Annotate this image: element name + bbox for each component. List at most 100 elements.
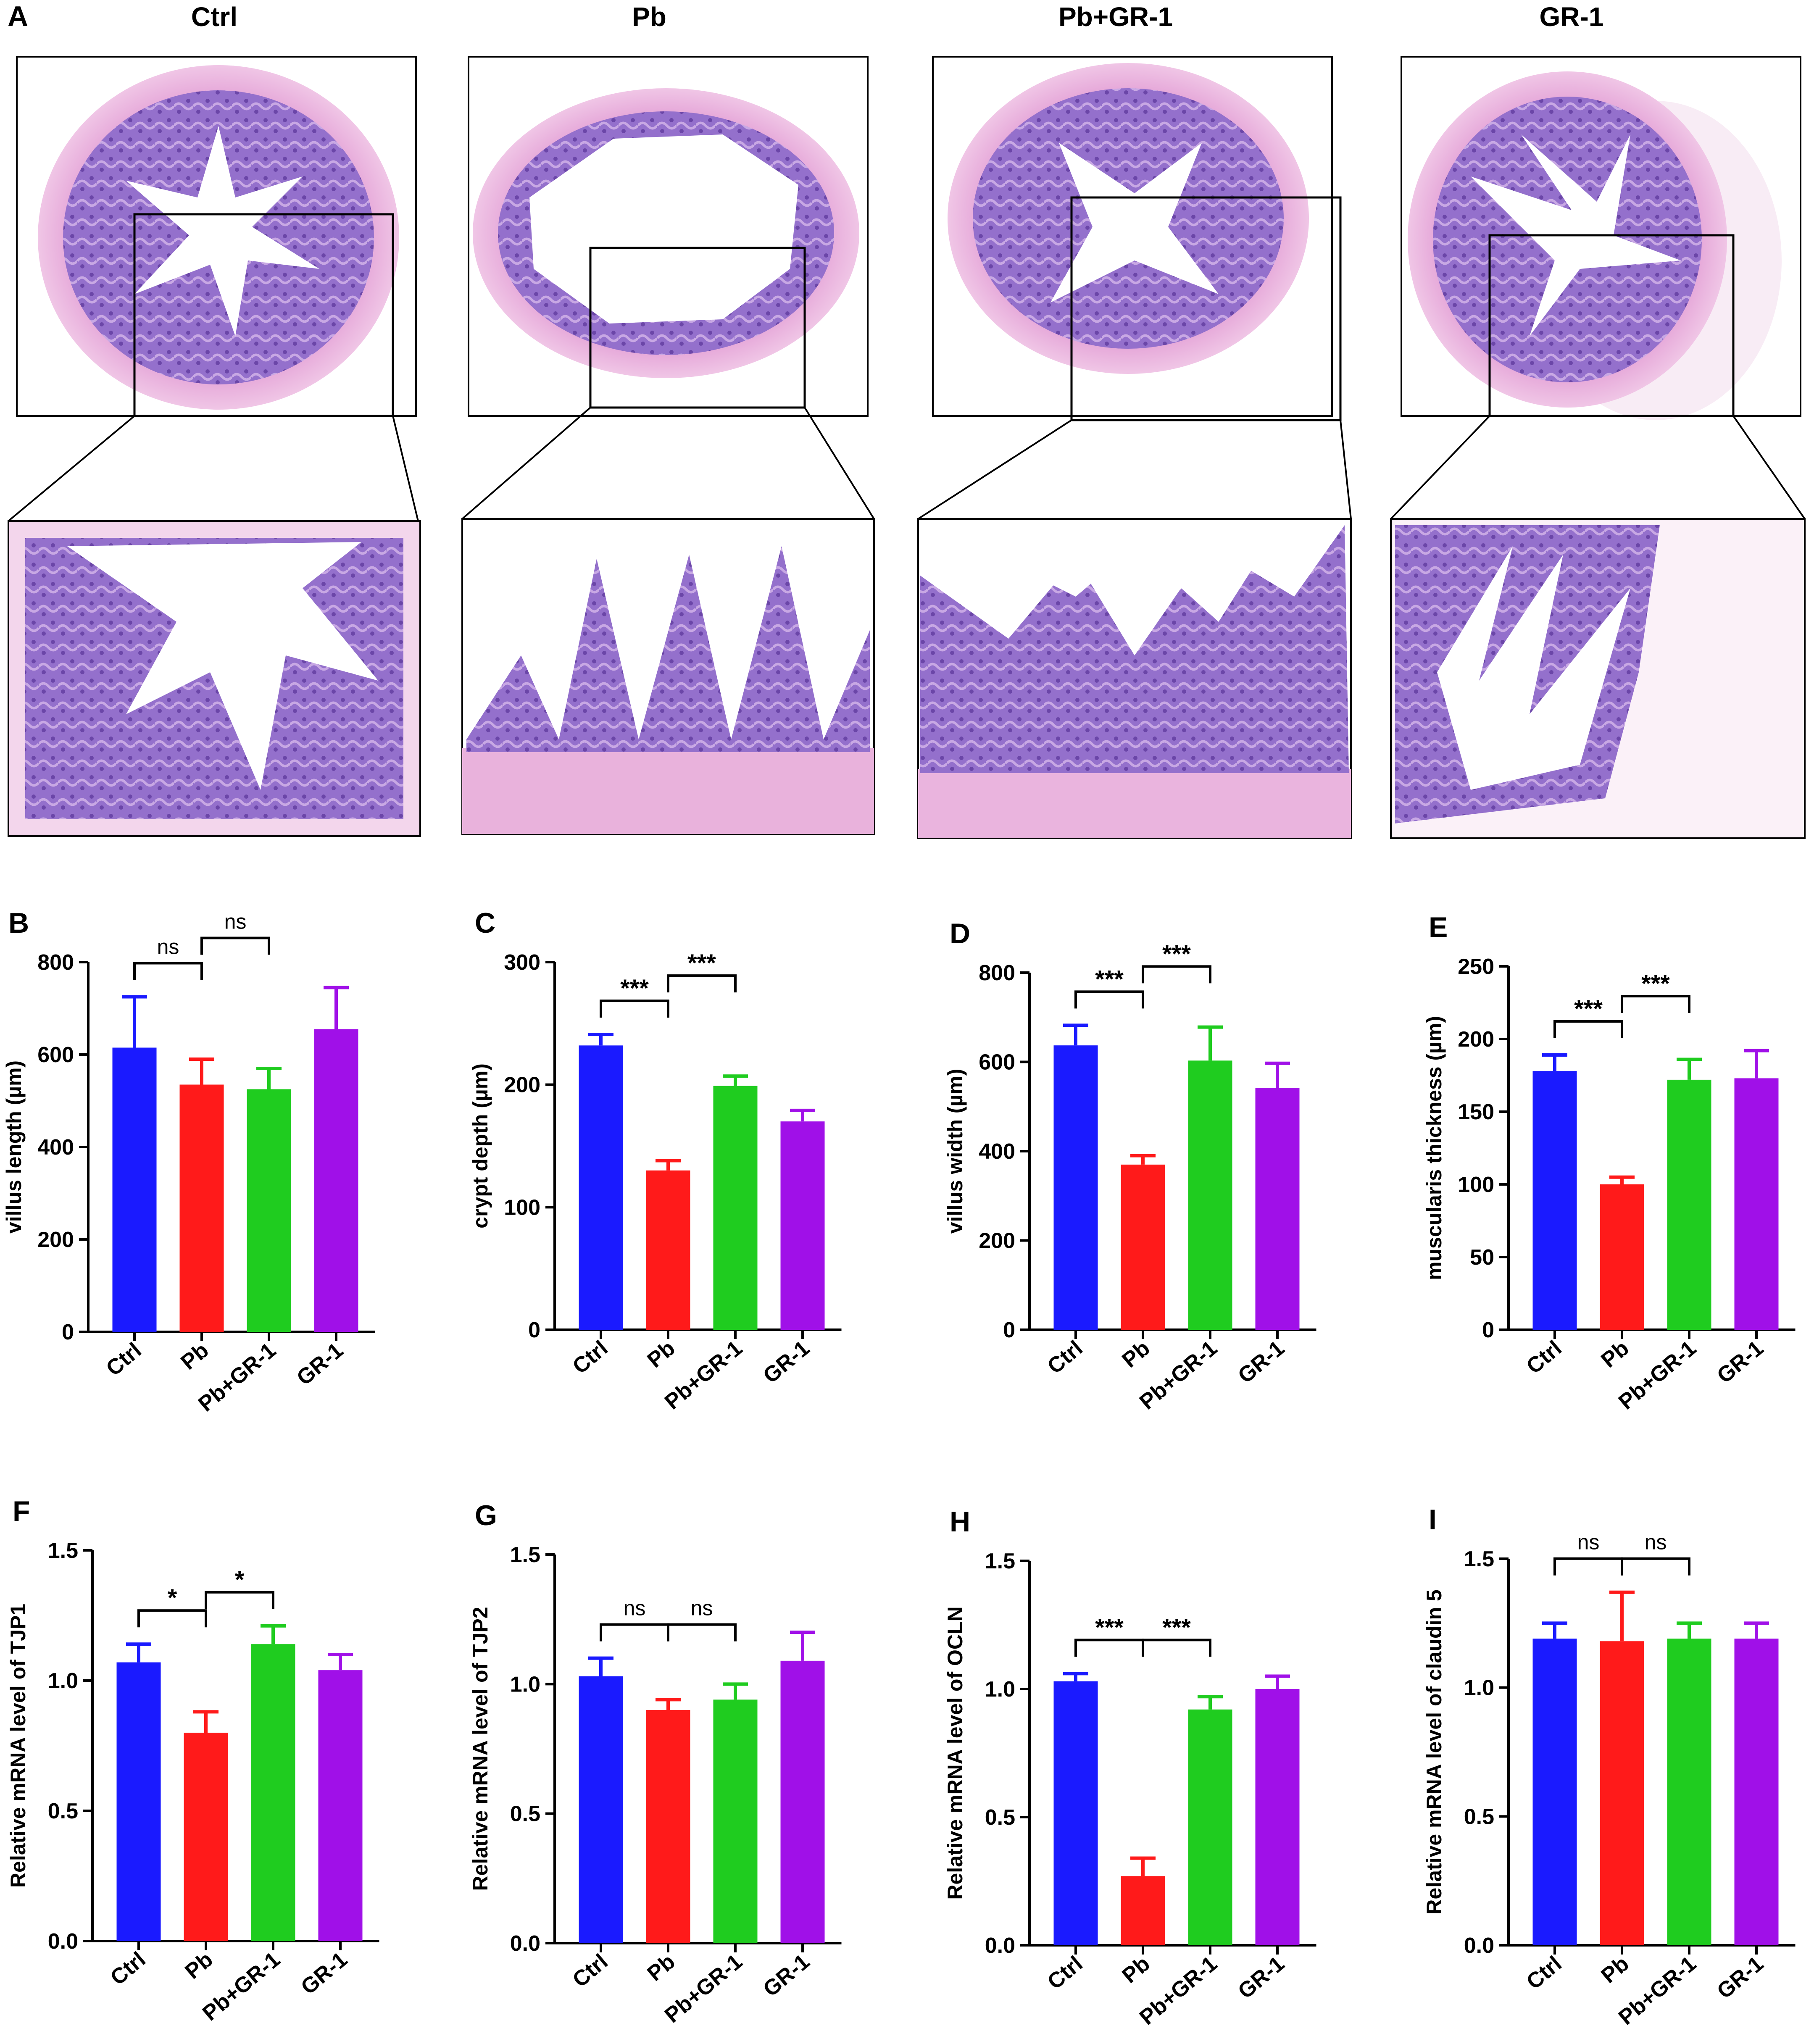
histology-title-ctrl: Ctrl (191, 2, 237, 32)
category-label-d-3: GR-1 (1233, 1336, 1289, 1388)
y-tick-label-f: 1.0 (48, 1669, 78, 1693)
bar-e-1 (1600, 1184, 1644, 1330)
chart-panel-e: E 0 50 100 150 200 250 muscularis thickness (µm… (1422, 911, 1796, 1414)
y-tick-label-d: 400 (979, 1139, 1015, 1164)
bar-b-3 (314, 1029, 358, 1332)
category-label-i-3: GR-1 (1712, 1952, 1768, 2004)
category-label-e-0: Ctrl (1522, 1336, 1567, 1379)
histology-zoom-ctrl (8, 520, 421, 837)
y-tick-label-b: 200 (37, 1228, 74, 1252)
category-label-h-3: GR-1 (1233, 1952, 1289, 2004)
y-tick-label-f: 0.0 (48, 1929, 78, 1954)
y-axis-title-d: villus width (µm) (943, 1069, 967, 1234)
histology-overview-ctrl (16, 56, 417, 417)
category-label-g-1: Pb (643, 1949, 680, 1986)
y-tick-label-h: 0.0 (985, 1934, 1015, 1958)
bar-f-2 (251, 1644, 295, 1941)
bar-c-2 (713, 1086, 758, 1330)
bar-i-2 (1667, 1639, 1711, 1945)
panel-letter-c: C (475, 907, 495, 939)
significance-label-i-1: ns (1645, 1531, 1667, 1554)
y-tick-label-g: 0.0 (510, 1931, 540, 1956)
y-tick-label-g: 1.5 (510, 1543, 540, 1567)
category-label-d-1: Pb (1118, 1336, 1155, 1373)
bar-g-3 (780, 1660, 825, 1943)
panel-letter-h: H (950, 1506, 970, 1538)
significance-label-h-1: *** (1162, 1614, 1191, 1641)
bracket-line-d-1 (1142, 965, 1211, 984)
panel-letter-i: I (1429, 1504, 1437, 1536)
significance-bracket-h-0: *** (1074, 1614, 1144, 1657)
bar-b-2 (247, 1089, 291, 1332)
chart-panel-g: G 0.0 0.5 1.0 1.5 Relative mRNA level of TJP2… (469, 1499, 842, 2028)
zoom-lines-ctrl (8, 415, 419, 522)
bar-c-3 (780, 1121, 825, 1330)
bar-e-0 (1532, 1071, 1577, 1330)
bracket-line-g-0 (600, 1623, 669, 1642)
significance-label-b-1: ns (224, 910, 247, 934)
panel-letter-g: G (475, 1499, 497, 1531)
significance-bracket-i-1: ns (1621, 1531, 1690, 1576)
panel-letter-d: D (950, 918, 970, 950)
significance-label-i-0: ns (1577, 1531, 1600, 1554)
chart-panel-f: F 0.0 0.5 1.0 1.5 Relative mRNA level of TJP1… (6, 1495, 379, 2026)
histology-title-pbgr1: Pb+GR-1 (1058, 2, 1173, 32)
bar-f-1 (184, 1733, 228, 1941)
category-label-i-0: Ctrl (1522, 1952, 1567, 1994)
zoom-lines-gr1 (1390, 415, 1806, 520)
significance-bracket-f-1: * (205, 1566, 274, 1609)
y-tick-label-e: 50 (1470, 1245, 1494, 1270)
y-tick-label-e: 200 (1458, 1027, 1494, 1052)
significance-bracket-g-1: ns (667, 1597, 737, 1642)
y-tick-label-e: 150 (1458, 1100, 1494, 1124)
y-tick-label-e: 0 (1482, 1318, 1494, 1342)
histology-overview-pbgr1 (932, 56, 1342, 421)
zoom-lines-pbgr1 (917, 419, 1352, 520)
y-tick-label-h: 0.5 (985, 1805, 1015, 1830)
bar-f-3 (318, 1670, 363, 1941)
bracket-line-e-1 (1621, 995, 1690, 1013)
bar-d-2 (1188, 1060, 1232, 1330)
zoom-lines-pb (461, 407, 875, 520)
panel-letter-a: A (8, 0, 28, 32)
bar-f-0 (116, 1662, 161, 1941)
significance-label-e-1: *** (1641, 970, 1670, 997)
panel-a-histology: A Ctrl Pb (8, 0, 1806, 839)
significance-label-f-1: * (235, 1566, 245, 1594)
category-label-i-1: Pb (1597, 1952, 1634, 1988)
y-axis-title-b: villus length (µm) (2, 1060, 26, 1234)
y-tick-label-b: 800 (37, 950, 74, 975)
bar-b-0 (112, 1047, 157, 1332)
bracket-line-e-0 (1553, 1020, 1623, 1039)
significance-bracket-b-1: ns (200, 910, 270, 955)
y-axis-title-c: crypt depth (µm) (469, 1063, 492, 1229)
y-tick-label-f: 1.5 (48, 1539, 78, 1563)
histology-title-pb: Pb (632, 2, 666, 32)
bar-i-0 (1532, 1639, 1577, 1945)
bracket-line-h-1 (1142, 1639, 1211, 1657)
category-label-b-0: Ctrl (102, 1338, 146, 1381)
y-axis-title-h: Relative mRNA level of OCLN (943, 1606, 967, 1899)
y-tick-label-i: 1.0 (1464, 1676, 1494, 1700)
significance-bracket-h-1: *** (1142, 1614, 1211, 1657)
category-label-f-3: GR-1 (296, 1947, 352, 1999)
bracket-line-b-1 (200, 937, 270, 955)
bar-g-2 (713, 1699, 758, 1943)
category-label-b-1: Pb (176, 1338, 213, 1375)
bracket-line-c-0 (600, 1000, 669, 1018)
bar-h-2 (1188, 1709, 1232, 1945)
category-label-c-3: GR-1 (758, 1336, 814, 1388)
histology-overview-gr1 (1401, 56, 1801, 420)
y-tick-label-b: 600 (37, 1043, 74, 1067)
significance-bracket-e-1: *** (1621, 970, 1690, 1013)
y-tick-label-g: 0.5 (510, 1802, 540, 1826)
y-tick-label-d: 800 (979, 961, 1015, 985)
bracket-line-c-1 (667, 974, 737, 993)
significance-bracket-d-1: *** (1142, 940, 1211, 984)
histology-zoom-pb (461, 518, 875, 835)
bracket-line-h-0 (1074, 1639, 1144, 1657)
y-tick-label-d: 600 (979, 1050, 1015, 1075)
